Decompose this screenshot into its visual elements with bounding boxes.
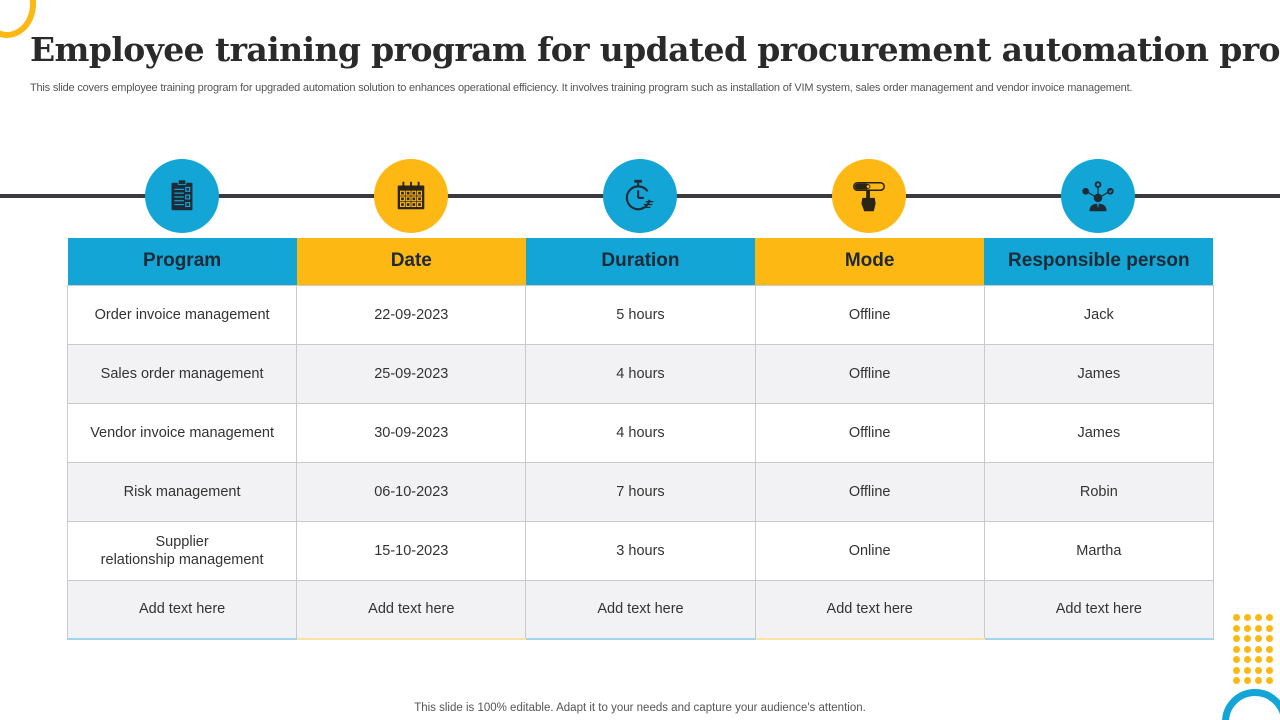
cell-mode: Offline — [754, 343, 985, 404]
cell-program: Sales order management — [66, 343, 298, 404]
decorative-ring-bottom-right — [1222, 689, 1280, 720]
cell-duration: 4 hours — [525, 402, 756, 463]
cell-mode: Offline — [754, 284, 985, 345]
cell-responsible-person: Robin — [983, 461, 1214, 522]
header-program: Program — [67, 238, 297, 285]
cell-duration: 5 hours — [525, 284, 756, 345]
person-network-icon — [1061, 159, 1135, 233]
slide-subtitle: This slide covers employee training prog… — [30, 82, 1133, 94]
cell-placeholder: Add text here — [296, 579, 527, 640]
cell-mode: Offline — [754, 461, 985, 522]
table-row: Sales order management 25-09-2023 4 hour… — [66, 343, 1214, 404]
cell-date: 25-09-2023 — [296, 343, 527, 404]
slide-title: Employee training program for updated pr… — [30, 30, 1280, 69]
cell-program: Vendor invoice management — [66, 402, 298, 463]
cell-program: Risk management — [66, 461, 298, 522]
cell-date: 15-10-2023 — [296, 520, 527, 581]
cell-placeholder: Add text here — [983, 579, 1214, 640]
table-row: Vendor invoice management 30-09-2023 4 h… — [66, 402, 1214, 463]
table-row: Supplier relationship management 15-10-2… — [66, 520, 1214, 581]
clipboard-checklist-icon — [145, 159, 219, 233]
cell-placeholder: Add text here — [66, 579, 298, 640]
hand-toggle-switch-icon — [832, 159, 906, 233]
header-duration: Duration — [525, 238, 756, 285]
table-row: Order invoice management 22-09-2023 5 ho… — [66, 284, 1214, 345]
slide-footer-note: This slide is 100% editable. Adapt it to… — [414, 702, 866, 714]
header-responsible-person: Responsible person — [984, 238, 1214, 285]
cell-program: Order invoice management — [66, 284, 298, 345]
table-row-placeholder: Add text here Add text here Add text her… — [66, 579, 1214, 640]
cell-date: 06-10-2023 — [296, 461, 527, 522]
cell-mode: Online — [754, 520, 985, 581]
cell-duration: 3 hours — [525, 520, 756, 581]
header-mode: Mode — [755, 238, 985, 285]
cell-program: Supplier relationship management — [66, 520, 298, 581]
cell-duration: 7 hours — [525, 461, 756, 522]
cell-responsible-person: James — [983, 343, 1214, 404]
cell-date: 30-09-2023 — [296, 402, 527, 463]
decorative-ring-top-left — [0, 0, 36, 38]
cell-responsible-person: James — [983, 402, 1214, 463]
table-header-row: Program Date Duration Mode Responsible p… — [67, 238, 1214, 285]
decorative-dot-grid — [1233, 614, 1277, 684]
cell-placeholder: Add text here — [525, 579, 756, 640]
cell-placeholder: Add text here — [754, 579, 985, 640]
cell-duration: 4 hours — [525, 343, 756, 404]
stopwatch-icon — [603, 159, 677, 233]
training-table: Program Date Duration Mode Responsible p… — [66, 238, 1214, 640]
cell-mode: Offline — [754, 402, 985, 463]
calendar-icon — [374, 159, 448, 233]
cell-responsible-person: Jack — [983, 284, 1214, 345]
header-date: Date — [296, 238, 526, 285]
cell-responsible-person: Martha — [983, 520, 1214, 581]
table-row: Risk management 06-10-2023 7 hours Offli… — [66, 461, 1214, 522]
cell-date: 22-09-2023 — [296, 284, 527, 345]
